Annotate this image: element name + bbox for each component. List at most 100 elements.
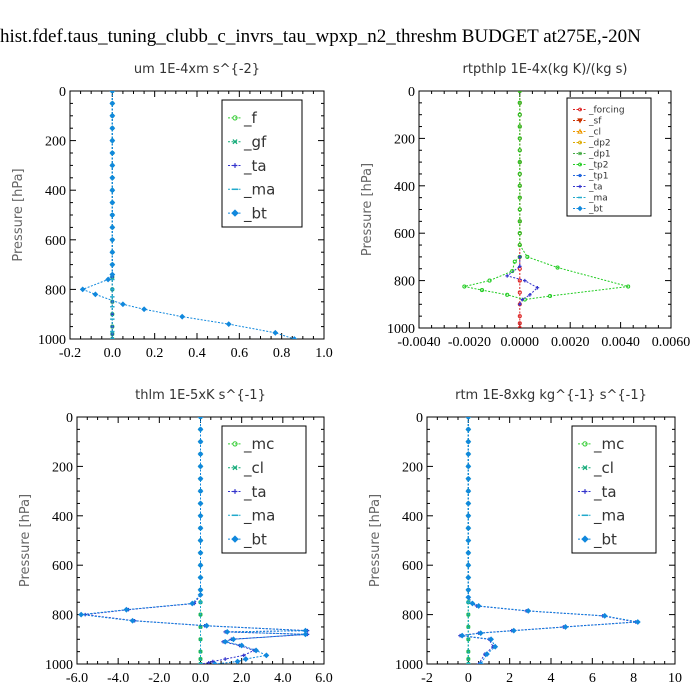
data-point-bt	[109, 100, 116, 107]
data-point-bt	[109, 162, 116, 169]
data-point-bt	[197, 426, 204, 433]
x-tick-label: -6.0	[66, 671, 88, 686]
data-point-bt	[109, 261, 116, 268]
data-point-bt	[212, 661, 218, 664]
y-tick-label: 0	[416, 411, 423, 426]
x-tick-label: 8	[630, 671, 637, 686]
panel-title: um 1E-4xm s^{-2}	[134, 62, 260, 77]
panel-rtm: rtm 1E-8xkg kg^{-1} s^{-1} Pressure [hPa]…	[368, 388, 682, 686]
data-point-bt	[129, 617, 136, 624]
y-tick-label: 600	[45, 234, 66, 249]
y-tick-label: 400	[45, 184, 66, 199]
data-point-ta	[518, 255, 522, 259]
data-point-bt	[302, 631, 309, 638]
legend-box	[571, 425, 657, 554]
data-point-tp2	[517, 207, 522, 212]
legend-label: _bt	[593, 530, 617, 549]
data-point-tp2	[525, 254, 530, 259]
data-point-ta	[206, 661, 211, 664]
data-point-bt	[222, 638, 229, 645]
data-point-forcing	[517, 278, 522, 283]
legend-marker	[577, 205, 583, 212]
data-point-bt	[230, 636, 237, 643]
x-tick-label: 4.0	[274, 671, 292, 686]
data-point-forcing	[517, 325, 522, 328]
y-tick-label: 200	[52, 460, 73, 475]
legend-marker	[578, 107, 582, 112]
data-point-tp2	[517, 124, 522, 129]
data-point-bt	[109, 249, 116, 256]
y-axis-label: Pressure [hPa]	[11, 168, 26, 261]
data-point-ta	[476, 662, 481, 664]
legend-label: _tp2	[588, 161, 608, 171]
data-point-cl	[198, 624, 203, 629]
data-point-gf	[110, 337, 115, 339]
legend-marker	[232, 163, 238, 168]
panel-title: rtm 1E-8xkg kg^{-1} s^{-1}	[455, 388, 647, 403]
legend-label: _tp1	[588, 172, 608, 182]
data-point-bt	[109, 150, 116, 156]
data-point-ta	[518, 302, 522, 307]
legend-label: _cl	[593, 459, 614, 478]
legend-marker	[578, 184, 582, 189]
data-point-bt	[78, 611, 85, 618]
x-tick-label: -0.0040	[397, 335, 440, 350]
data-point-bt	[465, 463, 472, 470]
data-point-bt	[197, 438, 204, 445]
data-point-bt	[469, 600, 476, 607]
legend-label: _ma	[593, 507, 625, 526]
series-group	[78, 417, 310, 664]
data-point-bt	[197, 500, 204, 507]
legend-label: _mc	[243, 435, 274, 454]
data-point-bt	[120, 301, 126, 308]
data-point-ta	[505, 274, 509, 278]
legend-label: _bt	[243, 530, 267, 549]
data-point-forcing	[517, 321, 522, 326]
legend: _f _gf _ta _ma _bt	[221, 99, 303, 228]
legend: _forcing_sf_cl_dp2_dp1_tp2_tp1_ta_ma_bt	[566, 97, 652, 217]
x-tick-label: 0.0040	[601, 335, 640, 350]
data-point-forcing	[517, 290, 522, 295]
legend-marker	[582, 441, 588, 447]
data-point-bt	[465, 512, 472, 519]
x-tick-label: 2	[506, 671, 513, 686]
data-point-bt	[601, 612, 608, 619]
data-point-bt	[197, 549, 204, 556]
legend-marker	[232, 489, 238, 494]
data-point-tp2	[505, 292, 510, 297]
data-point-bt	[109, 199, 116, 206]
x-tick-label: -2.0	[148, 671, 170, 686]
data-point-bt	[197, 463, 204, 470]
data-point-bt	[197, 562, 204, 569]
y-tick-label: 600	[394, 227, 415, 242]
data-point-cl	[466, 624, 471, 629]
y-tick-label: 400	[402, 510, 423, 525]
data-point-bt	[465, 537, 472, 544]
data-point-ta	[241, 653, 246, 658]
data-point-bt	[203, 622, 210, 629]
data-point-bt	[465, 525, 472, 532]
data-point-forcing	[517, 314, 522, 319]
data-point-tp2	[517, 160, 522, 165]
legend-marker	[578, 140, 582, 145]
data-point-bt	[242, 656, 249, 662]
data-point-bt	[109, 174, 116, 181]
data-point-bt	[123, 606, 130, 613]
data-point-bt	[109, 112, 116, 119]
y-tick-label: 600	[402, 559, 423, 574]
x-tick-label: 0.0000	[501, 335, 540, 350]
data-point-bt	[634, 619, 641, 625]
series-group	[462, 91, 631, 328]
data-point-bt	[197, 417, 204, 420]
data-point-tp2	[517, 112, 522, 117]
data-point-bt	[197, 574, 204, 581]
legend-label: _bt	[243, 204, 267, 223]
legend-label: _ma	[588, 194, 608, 204]
legend-marker	[232, 139, 238, 145]
data-point-bt	[197, 591, 204, 598]
data-point-tp2	[517, 171, 522, 176]
legend-label: _cl	[588, 128, 601, 138]
data-point-bt	[475, 603, 482, 609]
x-tick-label: 1.0	[315, 346, 333, 361]
data-point-ta	[223, 657, 227, 661]
